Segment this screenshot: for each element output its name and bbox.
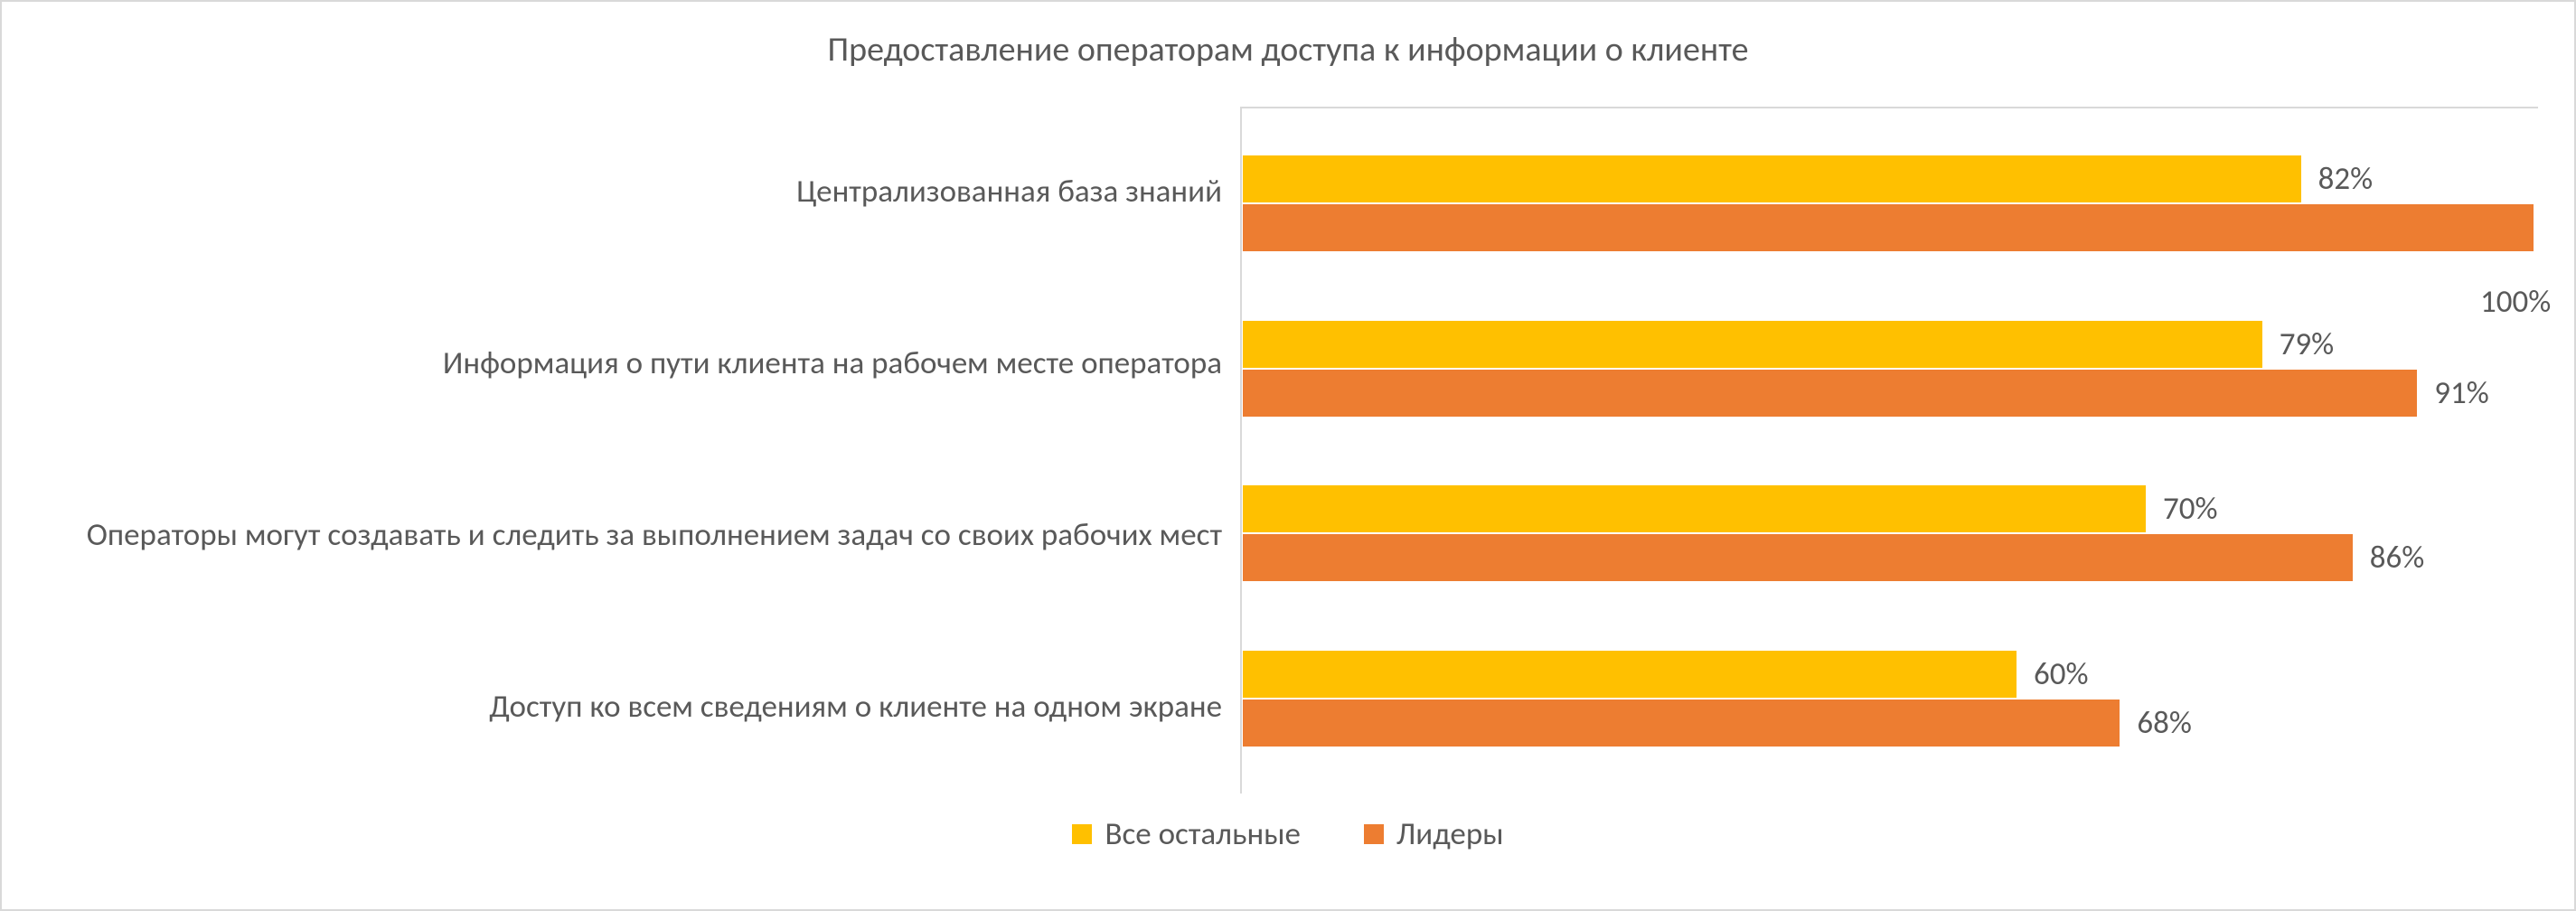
bar-value-label: 100% — [2480, 283, 2551, 321]
bar-wrap — [1242, 203, 2538, 252]
bar — [1242, 533, 2354, 582]
bar — [1242, 484, 2147, 533]
bar-value-label: 60% — [2034, 655, 2089, 693]
bar-value-label: 91% — [2434, 374, 2489, 412]
bar — [1242, 203, 2534, 252]
legend-item-leaders: Лидеры — [1364, 815, 1504, 853]
bar-wrap: 91% — [1242, 369, 2538, 418]
category-label: Операторы могут создавать и следить за в… — [38, 450, 1222, 622]
bar-value-label: 86% — [2370, 539, 2425, 577]
y-axis-labels: Централизованная база знаний Информация … — [38, 107, 1240, 794]
chart-container: Предоставление операторам доступа к инфо… — [0, 0, 2576, 911]
chart-title: Предоставление операторам доступа к инфо… — [38, 29, 2538, 70]
bar-group: 70% 86% — [1242, 461, 2538, 606]
bar-group: 79% 91% — [1242, 296, 2538, 441]
legend-item-all-others: Все остальные — [1072, 815, 1300, 853]
legend-label: Все остальные — [1105, 815, 1300, 853]
bar-value-label: 82% — [2318, 160, 2374, 198]
bar-wrap: 79% — [1242, 320, 2538, 369]
bar-group: 60% 68% — [1242, 626, 2538, 771]
bar-value-label: 70% — [2163, 490, 2218, 528]
category-label: Информация о пути клиента на рабочем мес… — [38, 278, 1222, 450]
legend-label: Лидеры — [1396, 815, 1504, 853]
bar — [1242, 155, 2302, 203]
bar-wrap: 68% — [1242, 699, 2538, 747]
legend-swatch — [1072, 824, 1092, 844]
bar-wrap: 70% — [1242, 484, 2538, 533]
bar-group: 82% — [1242, 131, 2538, 276]
bar-wrap: 86% — [1242, 533, 2538, 582]
bar-wrap: 82% — [1242, 155, 2538, 203]
category-label: Централизованная база знаний — [38, 107, 1222, 278]
bar-value-label: 79% — [2280, 325, 2335, 363]
bar-value-label: 68% — [2137, 704, 2192, 742]
bar — [1242, 369, 2418, 418]
bars-area: 100%82%79%91%70%86%60%68% — [1240, 107, 2538, 794]
bar — [1242, 699, 2120, 747]
category-label: Доступ ко всем сведениям о клиенте на од… — [38, 622, 1222, 794]
bar-wrap: 60% — [1242, 650, 2538, 699]
legend-swatch — [1364, 824, 1384, 844]
bar — [1242, 320, 2263, 369]
plot-area: Централизованная база знаний Информация … — [38, 107, 2538, 794]
legend: Все остальные Лидеры — [38, 815, 2538, 853]
bar — [1242, 650, 2017, 699]
